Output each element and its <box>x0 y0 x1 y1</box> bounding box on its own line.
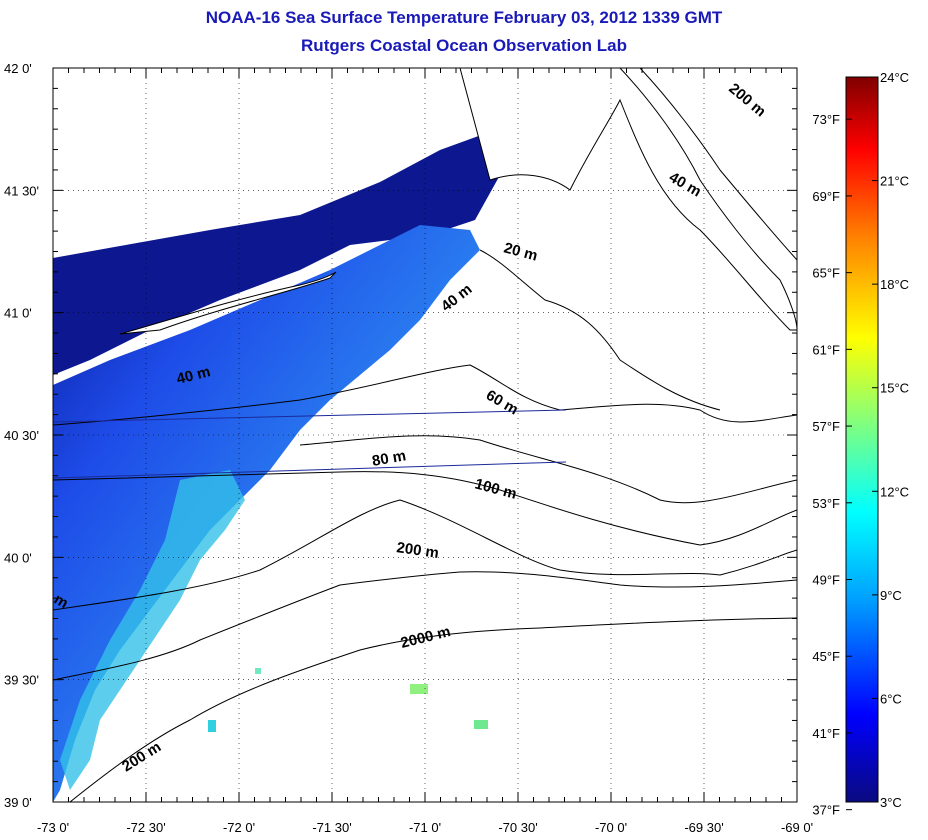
contour-label: 2000 m <box>399 623 452 652</box>
colorbar: 24°C 21°C 18°C 15°C 12°C 9°C 6°C 3°C 73°F 69°F 65°… <box>812 70 909 818</box>
transect-lines <box>52 409 567 479</box>
axis-tick-labels: -73 0' -72 30' -72 0' -71 30' -71 0' -70 30' -… <box>4 61 813 835</box>
contour-200m <box>53 571 797 681</box>
contour-label: 20 m <box>502 239 539 264</box>
celsius-label: 21°C <box>880 174 909 189</box>
celsius-label: 3°C <box>880 795 902 810</box>
celsius-label: 9°C <box>880 588 902 603</box>
lon-tick-label: -72 0' <box>223 820 255 835</box>
sst-pixel-cluster <box>208 720 216 732</box>
coastline-long-island <box>119 271 337 335</box>
sst-cold-shelf <box>53 130 500 375</box>
lat-tick-label: 39 30' <box>4 673 39 688</box>
sst-pixel-cluster <box>474 720 488 729</box>
celsius-label: 12°C <box>880 484 909 499</box>
lon-tick-label: -69 30' <box>684 820 723 835</box>
contour-20m <box>479 249 721 411</box>
sst-shelf-water <box>53 225 480 802</box>
map-subtitle: Rutgers Coastal Ocean Observation Lab <box>301 36 627 55</box>
contour-100m <box>53 499 797 611</box>
sst-pixel-cluster <box>410 684 428 694</box>
lon-tick-label: -71 0' <box>409 820 441 835</box>
lat-tick-label: 42 0' <box>4 61 32 76</box>
contour-offshore <box>619 68 797 331</box>
lon-tick-label: -73 0' <box>37 820 69 835</box>
contour-label: 100 m <box>473 475 518 502</box>
celsius-label: 18°C <box>880 277 909 292</box>
fahrenheit-label: 37°F <box>812 803 840 818</box>
fahrenheit-label: 61°F <box>812 342 840 357</box>
contour-40m <box>53 364 797 426</box>
fahrenheit-label: 53°F <box>812 496 840 511</box>
lon-tick-label: -72 30' <box>126 820 165 835</box>
contour-label: 200 m <box>119 738 164 775</box>
lon-tick-label: -70 0' <box>595 820 627 835</box>
map-title: NOAA-16 Sea Surface Temperature February… <box>205 8 723 27</box>
fahrenheit-label: 45°F <box>812 649 840 664</box>
lon-tick-label: -69 0' <box>781 820 813 835</box>
lon-tick-label: -71 30' <box>312 820 351 835</box>
celsius-label: 6°C <box>880 691 902 706</box>
grid <box>53 68 797 802</box>
fahrenheit-label: 69°F <box>812 189 840 204</box>
transect-line <box>52 409 567 423</box>
contour-label: 80 m <box>371 447 408 470</box>
fahrenheit-label: 73°F <box>812 112 840 127</box>
coastline-new-england <box>459 68 797 331</box>
fahrenheit-label: 49°F <box>812 573 840 588</box>
celsius-label: 15°C <box>880 381 909 396</box>
lon-tick-label: -70 30' <box>498 820 537 835</box>
colorbar-scale <box>845 76 879 803</box>
sst-shelfbreak-patch <box>60 470 245 790</box>
fahrenheit-label: 65°F <box>812 266 840 281</box>
celsius-label: 24°C <box>880 70 909 85</box>
lat-tick-label: 40 0' <box>4 550 32 565</box>
lat-tick-label: 39 0' <box>4 795 32 810</box>
fahrenheit-label: 41°F <box>812 726 840 741</box>
sst-data-layer <box>53 130 500 802</box>
contour-offshore <box>639 68 797 261</box>
axis-ticks <box>52 67 798 803</box>
fahrenheit-label: 57°F <box>812 419 840 434</box>
transect-line <box>52 461 567 479</box>
contour-80m <box>53 471 797 546</box>
sst-pixel-cluster <box>255 668 261 674</box>
lat-tick-label: 40 30' <box>4 428 39 443</box>
lat-tick-label: 41 0' <box>4 306 32 321</box>
contour-label: 200 m <box>395 539 439 562</box>
contour-2000m <box>69 617 797 802</box>
land-layer <box>119 68 797 335</box>
lat-tick-label: 41 30' <box>4 183 39 198</box>
